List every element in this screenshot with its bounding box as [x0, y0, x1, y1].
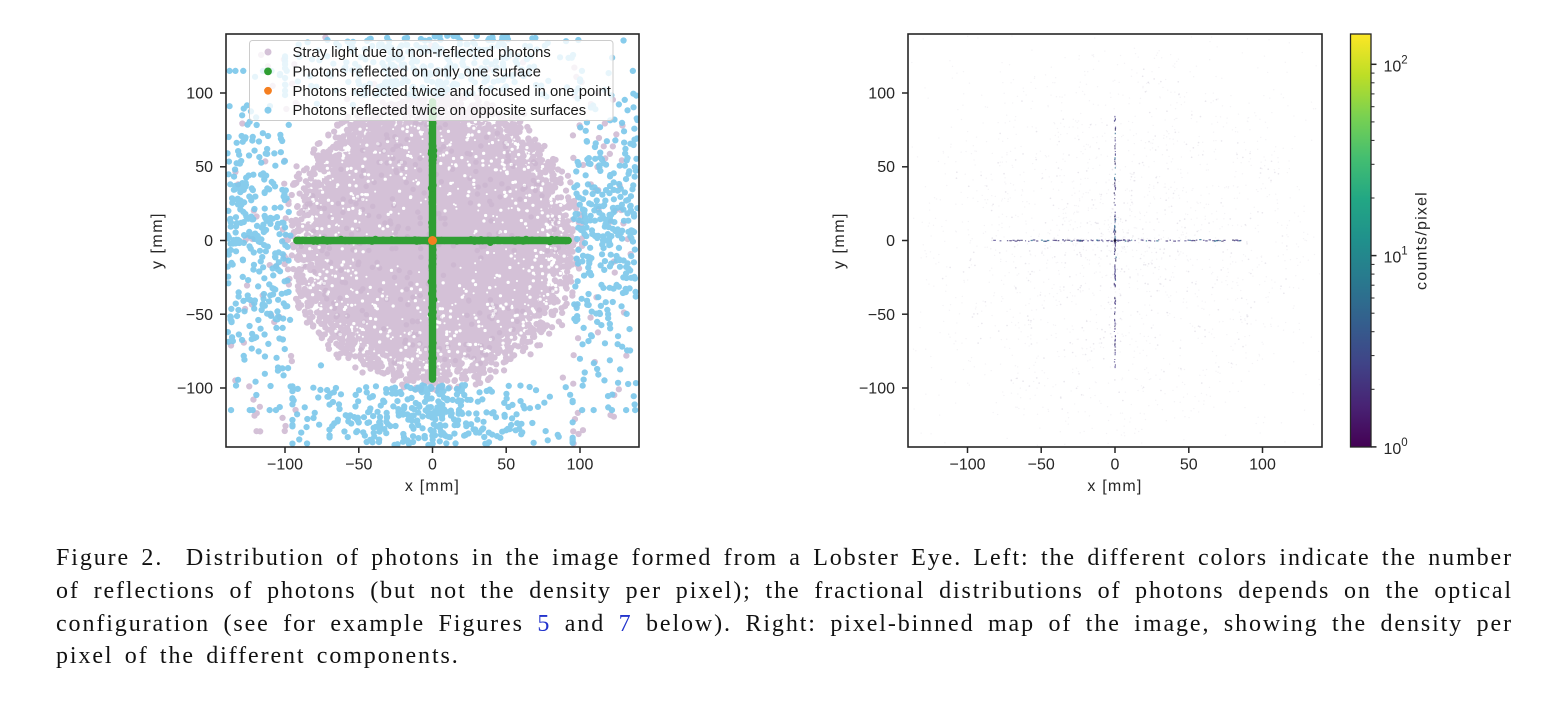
svg-text:0: 0 — [204, 233, 213, 250]
svg-text:100: 100 — [186, 86, 213, 103]
svg-text:Photons reflected twice on opp: Photons reflected twice on opposite surf… — [293, 103, 587, 119]
svg-text:0: 0 — [1111, 457, 1120, 474]
svg-text:0: 0 — [886, 233, 895, 250]
svg-text:50: 50 — [195, 159, 213, 176]
svg-text:−50: −50 — [345, 457, 372, 474]
svg-text:0: 0 — [428, 457, 437, 474]
svg-text:100: 100 — [567, 457, 594, 474]
svg-text:−100: −100 — [177, 381, 213, 398]
svg-text:−100: −100 — [859, 381, 895, 398]
svg-text:100: 100 — [1249, 457, 1276, 474]
svg-text:y [mm]: y [mm] — [149, 212, 166, 269]
svg-text:−50: −50 — [186, 307, 213, 324]
svg-text:x [mm]: x [mm] — [1087, 478, 1142, 495]
svg-text:−100: −100 — [949, 457, 985, 474]
svg-text:y [mm]: y [mm] — [831, 212, 848, 269]
svg-text:counts/pixel: counts/pixel — [1414, 191, 1431, 290]
svg-text:Photons reflected on only one: Photons reflected on only one surface — [293, 64, 541, 80]
svg-text:x [mm]: x [mm] — [405, 478, 460, 495]
svg-text:Stray light due to non-reflect: Stray light due to non-reflected photons — [293, 45, 551, 61]
svg-text:50: 50 — [497, 457, 515, 474]
svg-text:−50: −50 — [1028, 457, 1055, 474]
svg-text:−50: −50 — [868, 307, 895, 324]
svg-text:Photons reflected twice and fo: Photons reflected twice and focused in o… — [293, 84, 611, 100]
svg-text:50: 50 — [877, 159, 895, 176]
svg-text:100: 100 — [868, 86, 895, 103]
svg-text:−100: −100 — [267, 457, 303, 474]
svg-text:50: 50 — [1180, 457, 1198, 474]
